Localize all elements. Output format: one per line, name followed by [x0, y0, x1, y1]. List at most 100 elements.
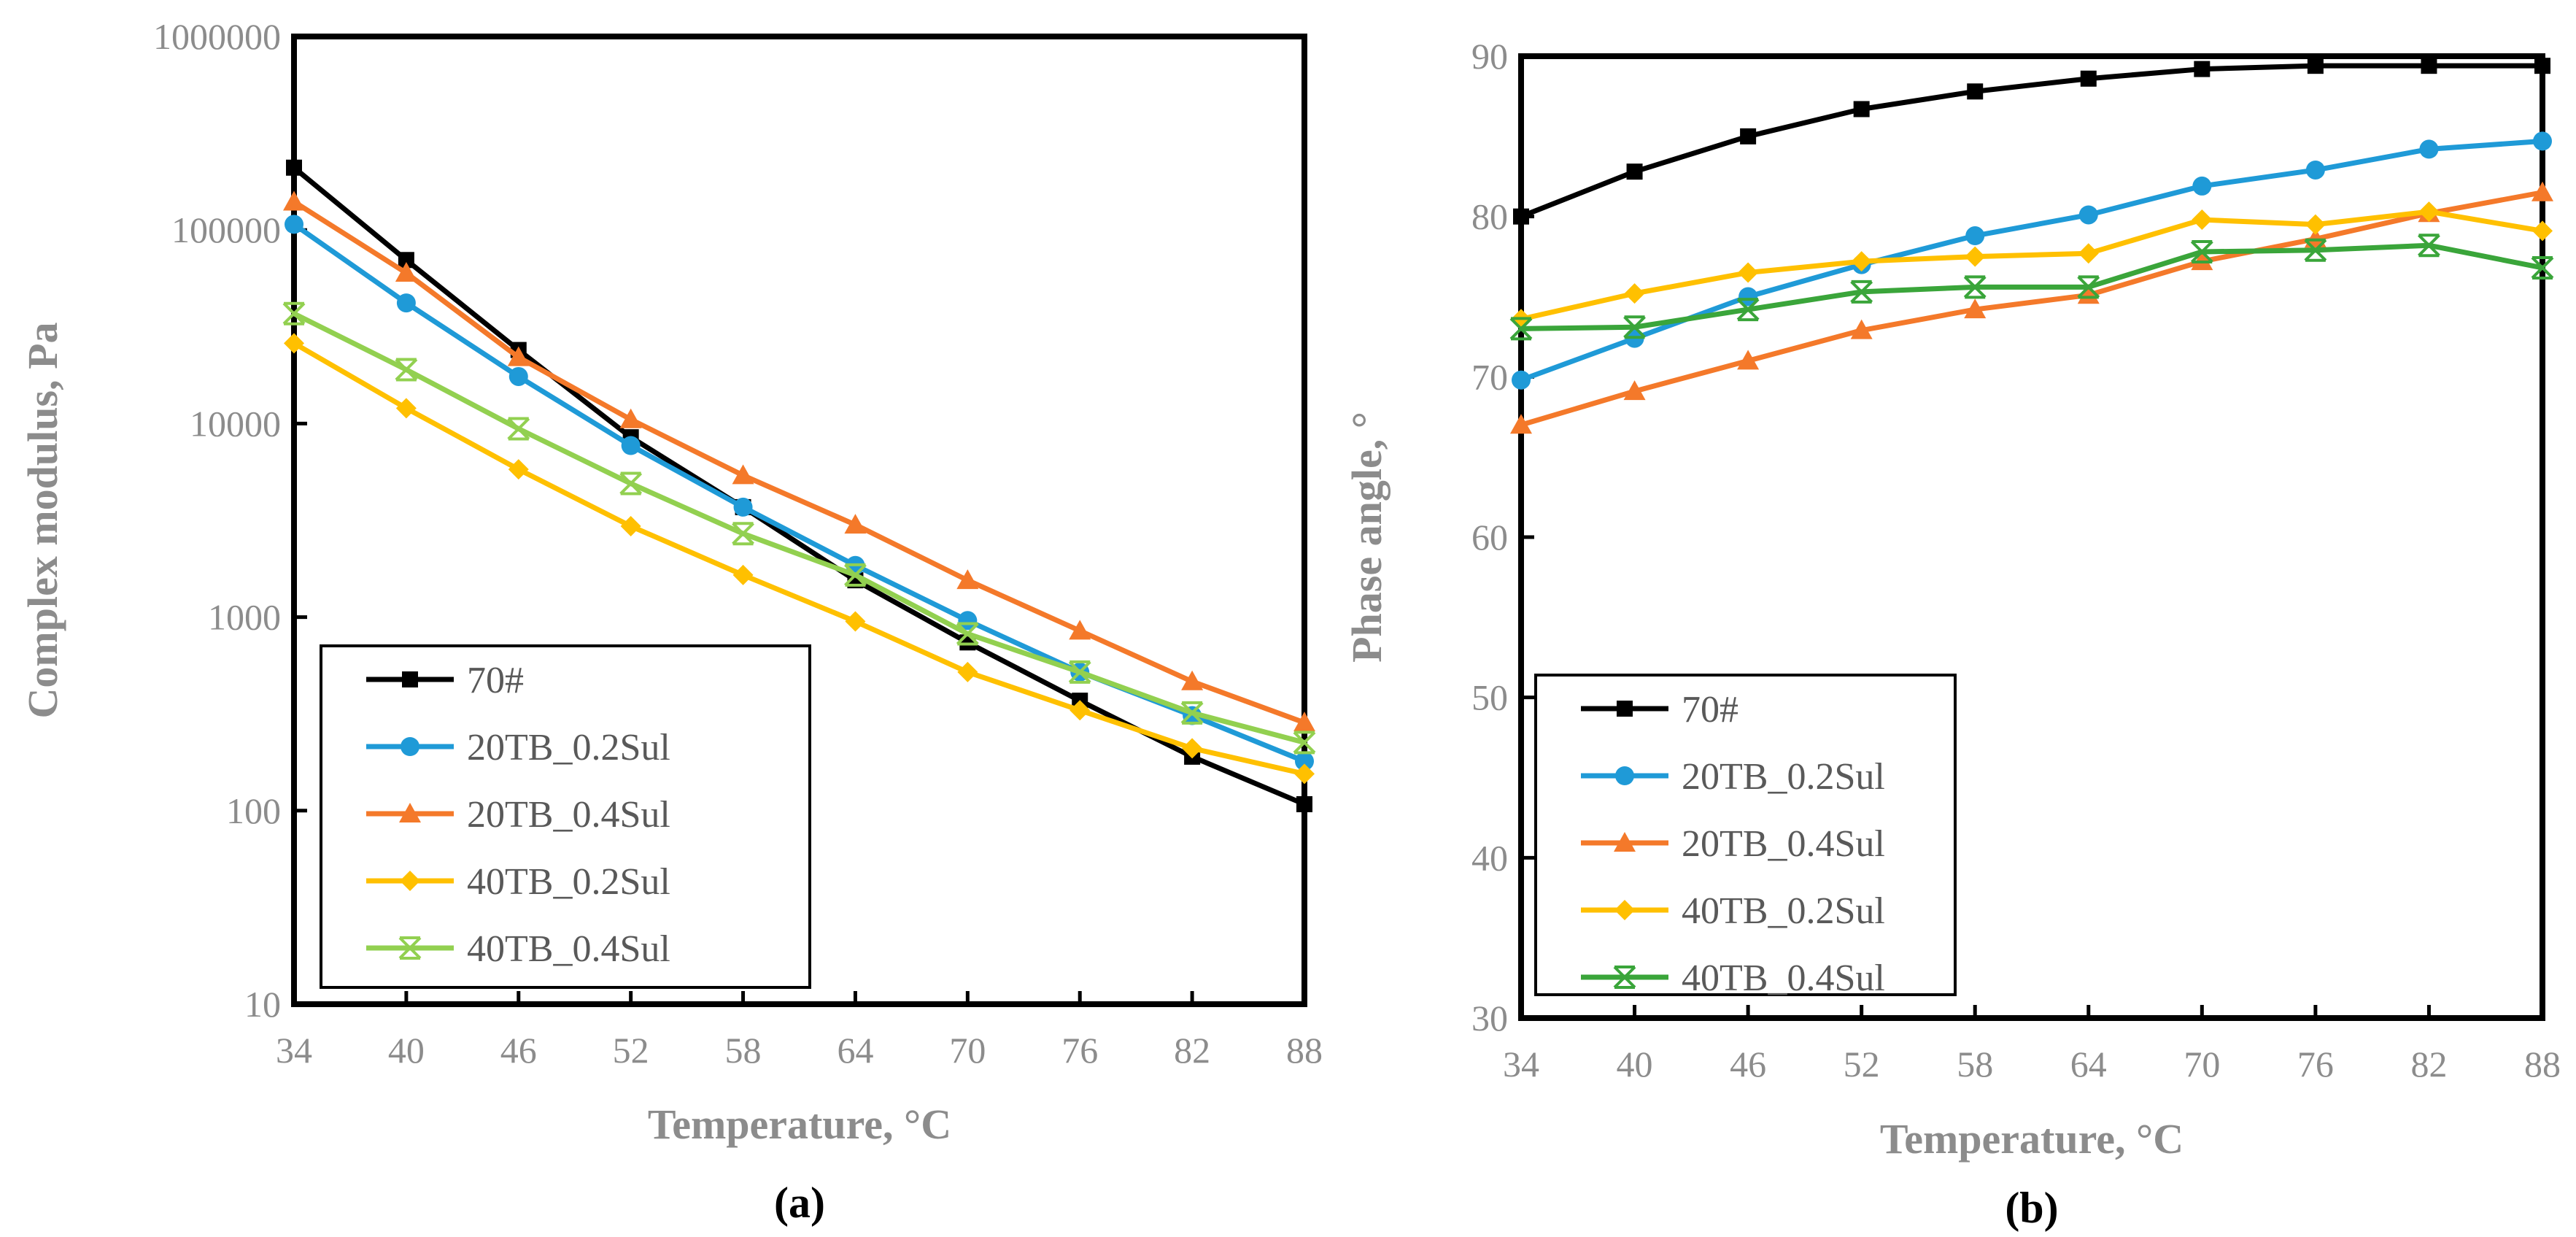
data-point [2307, 58, 2324, 74]
data-point [1964, 298, 1987, 319]
data-point [2080, 70, 2097, 87]
data-point [619, 408, 642, 428]
data-point [1510, 414, 1532, 434]
data-point [2077, 284, 2100, 304]
legend-item: 70# [1581, 689, 1738, 731]
y-tick-label: 90 [1471, 36, 1508, 77]
data-point [2191, 250, 2213, 271]
legend-item: 40TB_0.2Sul [366, 861, 670, 903]
data-point [1509, 317, 1533, 341]
data-point [844, 563, 867, 587]
data-point [2532, 220, 2553, 242]
data-point [2418, 201, 2440, 223]
data-point [2305, 160, 2325, 180]
x-tick-label: 76 [2297, 1044, 2334, 1084]
y-tick-label: 10 [244, 984, 281, 1025]
x-tick-label: 88 [2524, 1044, 2561, 1084]
y-tick-label: 1000 [208, 597, 281, 638]
y-tick-label: 50 [1471, 677, 1508, 718]
legend-marker [1617, 701, 1633, 717]
data-point [395, 358, 418, 382]
data-point [282, 301, 306, 325]
series-40tb-0-2sul [284, 333, 1315, 785]
series-line [1520, 190, 2543, 428]
data-point [2304, 238, 2327, 262]
legend: 70# 20TB_0.2Sul 20TB_0.4Sul 40TB_0.2Sul 40TB… [320, 644, 811, 989]
legend-label: 40TB_0.2Sul [1682, 890, 1885, 932]
data-point [2190, 239, 2213, 263]
data-point [2534, 58, 2550, 74]
data-point [2305, 214, 2326, 235]
data-point [1626, 163, 1643, 180]
data-point [1180, 701, 1204, 725]
data-point [508, 459, 529, 480]
data-point [620, 516, 641, 537]
data-point [285, 215, 303, 234]
x-tick-label: 52 [1844, 1044, 1880, 1084]
data-point [507, 346, 530, 366]
data-point [2078, 243, 2099, 264]
legend-label: 70# [1682, 689, 1738, 731]
data-point [1068, 660, 1091, 684]
data-point [1624, 283, 1645, 304]
data-point [1737, 350, 1760, 370]
data-point [958, 611, 978, 631]
data-point [1293, 712, 1315, 732]
data-point [2192, 176, 2212, 196]
x-tick-label: 64 [837, 1030, 873, 1071]
series-70 [1513, 58, 2550, 225]
data-point [398, 252, 414, 269]
data-point [284, 333, 304, 354]
legend-marker [1613, 966, 1636, 989]
data-point [1294, 763, 1315, 785]
legend-item: 40TB_0.4Sul [366, 928, 670, 970]
x-tick-label: 58 [1957, 1044, 1993, 1084]
legend-marker [1614, 832, 1636, 852]
data-point [507, 417, 530, 441]
data-point [2531, 255, 2554, 280]
series-line [293, 341, 1305, 777]
data-point [1967, 83, 1984, 100]
data-point [1853, 101, 1870, 117]
data-point [732, 522, 754, 546]
data-point [1512, 370, 1531, 390]
legend-item: 40TB_0.4Sul [1581, 957, 1885, 999]
legend-marker [402, 671, 418, 687]
data-point [395, 262, 417, 282]
series-line [1520, 63, 2542, 219]
legend-marker [1614, 900, 1635, 920]
data-point [283, 190, 305, 211]
y-tick-label: 80 [1471, 196, 1508, 237]
x-tick-label: 40 [1617, 1044, 1653, 1084]
data-point [1295, 752, 1314, 771]
legend-marker [401, 737, 419, 756]
legend-marker [1615, 766, 1634, 785]
data-point [2077, 275, 2100, 299]
data-point [621, 436, 641, 455]
legend-box [1534, 674, 1957, 996]
x-tick-label: 58 [725, 1030, 762, 1071]
series-20tb-0-4sul [283, 190, 1315, 732]
legend-label: 20TB_0.4Sul [1682, 823, 1885, 865]
data-point [2421, 58, 2437, 74]
chart-b: 30 40 50 60 70 80 90 34 40 46 52 58 64 70 76 82 88 Temper… [1343, 36, 2561, 1232]
chart-a: 10 100 1000 10000 100000 1000000 34 40 46 52 58 64 7… [19, 16, 1323, 1227]
panel-label: (a) [774, 1179, 825, 1227]
data-point [1851, 251, 1872, 272]
legend-item: 20TB_0.4Sul [1581, 823, 1885, 865]
data-point [1965, 226, 1985, 246]
legend-label: 20TB_0.2Sul [467, 727, 670, 768]
y-tick-label: 100000 [171, 209, 281, 250]
y-tick-label: 10000 [190, 403, 281, 444]
data-point [845, 611, 866, 632]
y-axis-title: Phase angle, ° [1343, 412, 1391, 663]
data-point [957, 661, 978, 682]
series-line [1520, 209, 2543, 322]
data-point [2192, 209, 2213, 231]
x-tick-label: 52 [613, 1030, 649, 1071]
data-point [508, 366, 528, 386]
legend-label: 40TB_0.4Sul [467, 928, 670, 970]
legend: 70# 20TB_0.2Sul 20TB_0.4Sul 40TB_0.2Sul 40TB… [1534, 674, 1957, 999]
series-20tb-0-4sul [1510, 181, 2553, 434]
x-tick-label: 46 [1730, 1044, 1766, 1084]
